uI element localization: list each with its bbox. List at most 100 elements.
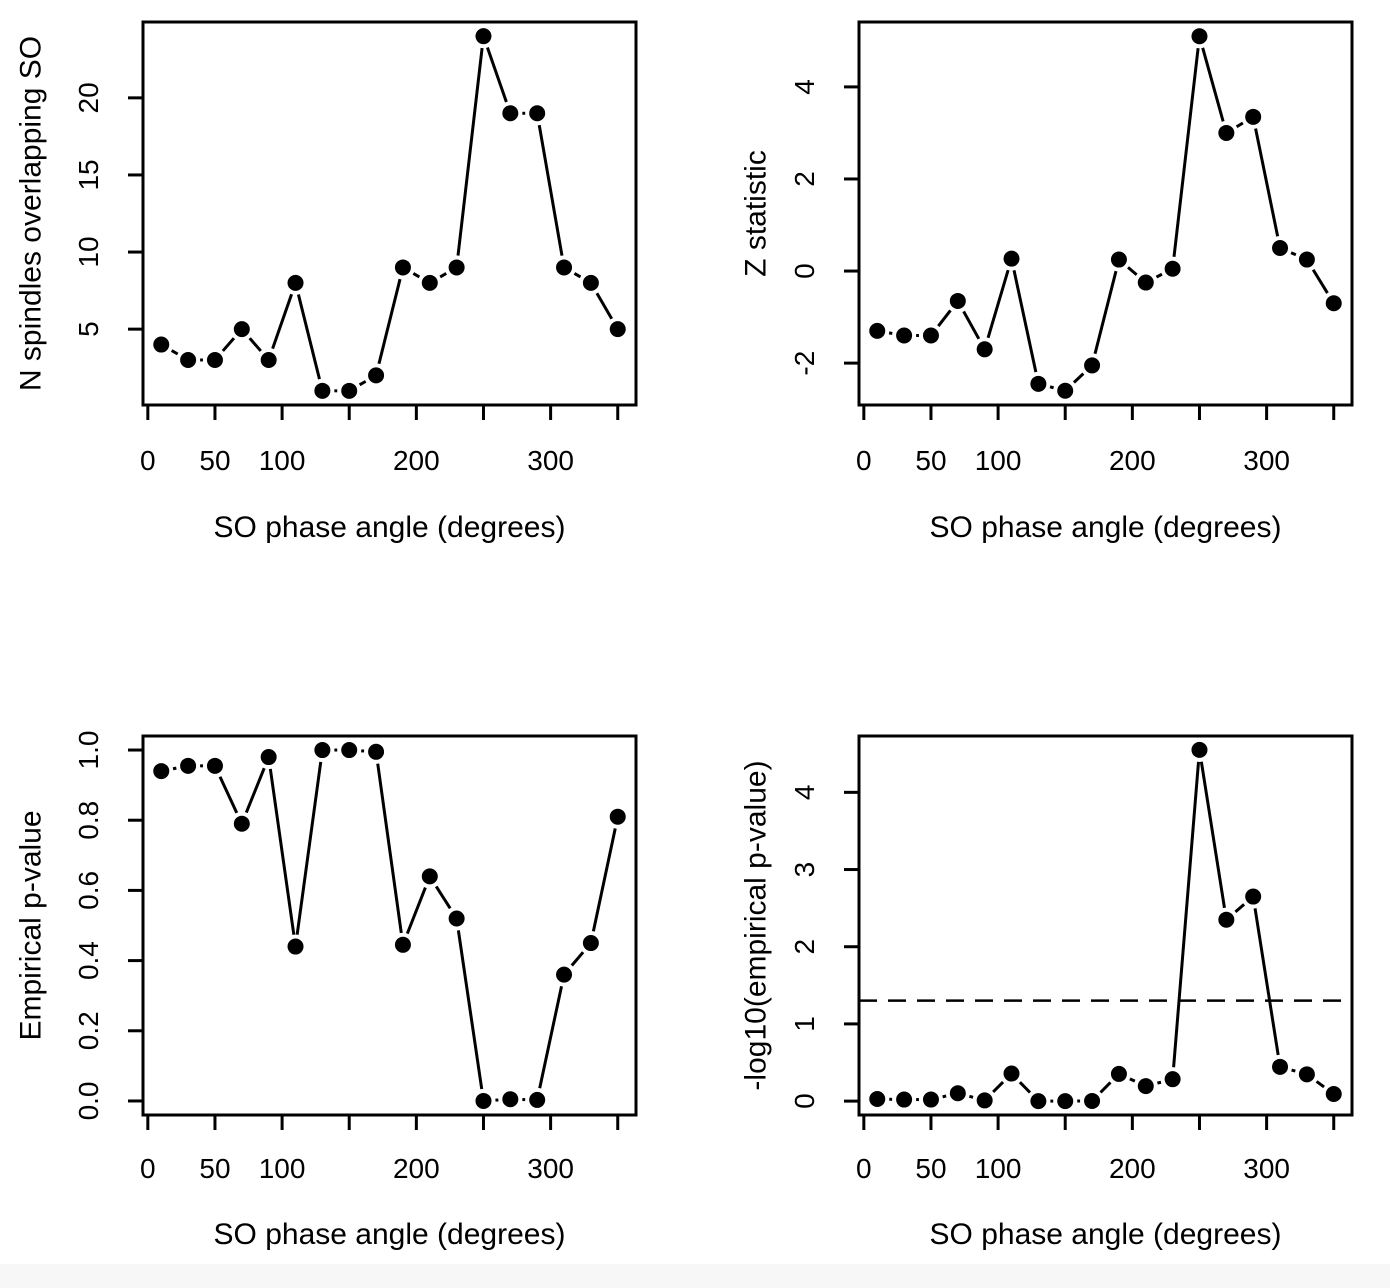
data-point	[1137, 274, 1154, 291]
series-segment	[1199, 761, 1226, 909]
plot-z-statistic: 0 50 100 200 300 -2 0 2 4 SO phase angle (degrees…	[740, 20, 1354, 544]
data-point	[869, 322, 886, 339]
data-point	[341, 382, 358, 399]
data-point	[1298, 251, 1315, 268]
data-point	[394, 936, 411, 953]
data-point	[609, 808, 626, 825]
series-segment	[412, 272, 421, 279]
x-tick-label: 0	[140, 445, 156, 476]
data-point	[1218, 124, 1235, 141]
data-point	[260, 351, 277, 368]
data-point	[976, 1092, 993, 1109]
data-point	[1030, 1093, 1047, 1110]
data-point	[1191, 28, 1208, 45]
data-point	[1245, 888, 1262, 905]
y-tick-label: 0.0	[73, 1081, 104, 1120]
series-segment	[271, 293, 293, 350]
series-segment	[942, 1094, 947, 1099]
plot-panel-neg-log10-p: 0 50 100 200 300 0 1 2 3 4 SO phase angle (degrees…	[695, 644, 1390, 1288]
data-point	[287, 938, 304, 955]
series-segment	[1291, 1068, 1296, 1073]
series-segment	[439, 272, 447, 279]
y-tick-label: 3	[789, 862, 820, 878]
y-axis-title: Z statistic	[740, 150, 773, 277]
y-tick-label: -2	[789, 351, 820, 376]
data-point	[1003, 1065, 1020, 1082]
y-tick-label: 10	[73, 236, 104, 267]
series-segment	[1049, 385, 1054, 390]
data-point	[1003, 250, 1020, 267]
data-point	[949, 292, 966, 309]
data-point	[1084, 1092, 1101, 1109]
x-tick-label: 200	[1109, 1153, 1156, 1184]
x-tick-label: 300	[1243, 1153, 1290, 1184]
x-tick-label: 100	[259, 445, 306, 476]
series-segment	[992, 1080, 1005, 1093]
y-tick-label: 2	[789, 171, 820, 187]
data-point	[949, 1085, 966, 1102]
series-segment	[1234, 903, 1246, 914]
series-segment	[248, 337, 262, 352]
data-point	[1218, 911, 1235, 928]
y-tick-label: 5	[73, 321, 104, 337]
data-point	[394, 259, 411, 276]
data-point	[896, 1091, 913, 1108]
data-point	[1191, 741, 1208, 758]
series-segment	[456, 47, 484, 256]
series-segment	[296, 294, 321, 380]
data-point	[314, 742, 331, 759]
series-segment	[1235, 121, 1244, 129]
y-axis-title: -log10(empirical p-value)	[740, 760, 773, 1090]
data-point	[976, 341, 993, 358]
x-tick-label: 100	[975, 1153, 1022, 1184]
plot-panel-n-spindles: 0 50 100 200 300 5 10 15 20 SO phase angle (degre…	[0, 0, 695, 644]
data-point	[180, 351, 197, 368]
series-segment	[986, 269, 1010, 339]
data-point	[582, 274, 599, 291]
series-segment	[268, 768, 296, 935]
data-point	[922, 1091, 939, 1108]
series-segment	[1290, 251, 1297, 257]
data-point	[421, 274, 438, 291]
series-segment	[221, 337, 236, 352]
series-segment	[1129, 1077, 1136, 1083]
data-point	[1164, 260, 1181, 277]
series-segment	[538, 986, 563, 1089]
x-tick-label: 300	[1243, 445, 1290, 476]
series-segment	[377, 278, 402, 365]
data-point	[1298, 1066, 1315, 1083]
series-segment	[1254, 128, 1280, 237]
data-point	[869, 1091, 886, 1108]
data-point	[475, 28, 492, 45]
x-tick-label: 50	[915, 1153, 946, 1184]
series-segment	[591, 828, 617, 932]
data-point	[1084, 357, 1101, 374]
series-segment	[1201, 47, 1225, 122]
data-point	[1110, 251, 1127, 268]
data-point	[896, 327, 913, 344]
y-tick-label: 2	[789, 939, 820, 955]
data-point	[556, 259, 573, 276]
data-point	[609, 321, 626, 338]
series-segment	[1127, 266, 1138, 276]
series-segment	[486, 47, 508, 103]
series-segment	[405, 886, 427, 935]
data-point	[1110, 1065, 1127, 1082]
x-tick-label: 300	[527, 445, 574, 476]
x-tick-label: 100	[975, 445, 1022, 476]
data-point	[368, 367, 385, 384]
y-tick-label: 1.0	[73, 731, 104, 770]
series-segment	[570, 951, 585, 967]
y-tick-label: 0	[789, 1093, 820, 1109]
y-tick-label: 20	[73, 82, 104, 113]
x-axis-title: SO phase angle (degrees)	[930, 1218, 1282, 1251]
y-axis-title: Empirical p-value	[15, 810, 48, 1040]
y-tick-label: 0.2	[73, 1011, 104, 1050]
x-tick-label: 50	[915, 445, 946, 476]
series-segment	[172, 766, 177, 771]
data-point	[448, 910, 465, 927]
x-tick-label: 50	[199, 445, 230, 476]
y-tick-label: 1	[789, 1016, 820, 1032]
x-axis-title: SO phase angle (degrees)	[214, 511, 566, 544]
